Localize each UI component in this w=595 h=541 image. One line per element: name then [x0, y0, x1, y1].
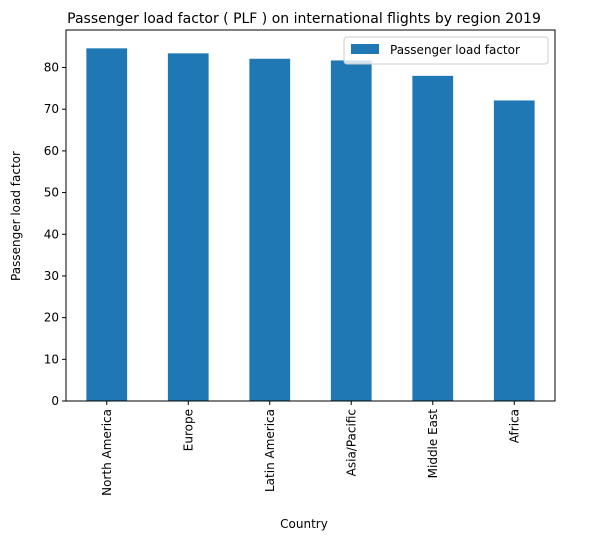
legend-label: Passenger load factor: [390, 43, 520, 57]
x-tick-label: North America: [100, 409, 114, 496]
y-tick-label: 70: [44, 102, 59, 116]
x-tick-label: Africa: [507, 409, 521, 443]
y-tick-label: 30: [44, 269, 59, 283]
y-axis: 0 10 20 30 40 50 60 70 80: [44, 61, 66, 408]
x-tick-label: Europe: [181, 409, 195, 451]
y-tick-label: 20: [44, 311, 59, 325]
x-axis-label: Country: [280, 517, 328, 531]
y-tick-label: 40: [44, 227, 59, 241]
y-axis-label: Passenger load factor: [9, 151, 23, 281]
chart-title: Passenger load factor ( PLF ) on interna…: [67, 11, 541, 27]
y-tick-label: 60: [44, 144, 59, 158]
x-tick-label: Latin America: [263, 409, 277, 492]
bar: [330, 60, 372, 402]
bars: [86, 48, 535, 402]
y-tick-label: 50: [44, 186, 59, 200]
y-tick-label: 80: [44, 61, 59, 75]
x-axis: North America Europe Latin America Asia/Pac…: [100, 401, 521, 496]
bar: [86, 48, 128, 401]
bar: [249, 58, 291, 402]
y-tick-label: 10: [44, 352, 59, 366]
legend-frame: [343, 36, 549, 65]
x-tick-label: Middle East: [426, 409, 440, 479]
plot-frame: [65, 29, 556, 402]
y-tick-label: 0: [51, 394, 59, 408]
legend: Passenger load factor: [343, 36, 549, 65]
bar: [167, 53, 209, 402]
bar: [493, 100, 535, 402]
legend-swatch: [351, 44, 379, 54]
bar: [412, 75, 454, 401]
x-tick-label: Asia/Pacific: [344, 409, 358, 476]
